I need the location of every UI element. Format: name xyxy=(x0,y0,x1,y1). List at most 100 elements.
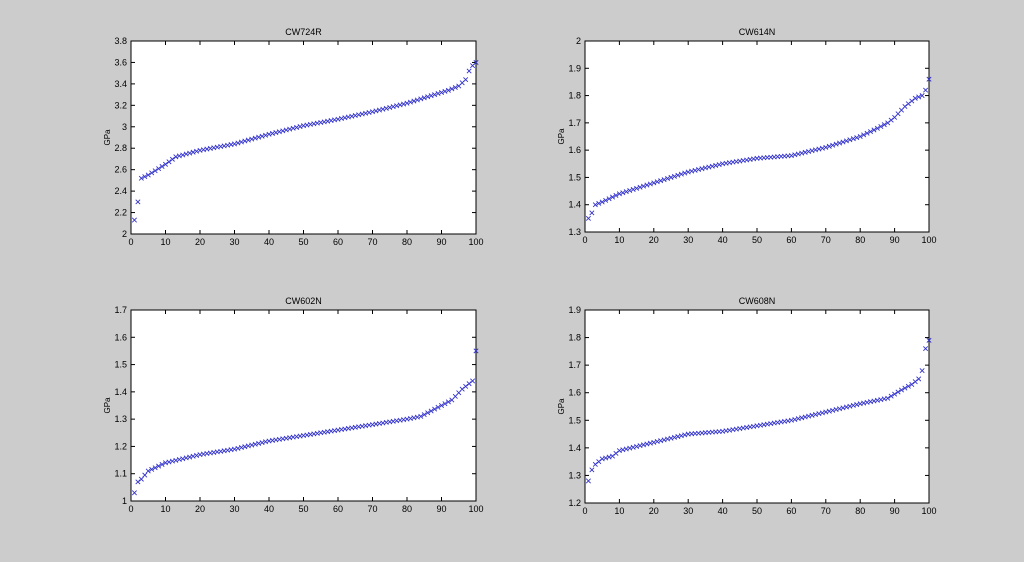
data-point xyxy=(912,95,918,101)
data-point xyxy=(235,140,241,146)
data-point xyxy=(463,383,469,389)
x-tick-label: 60 xyxy=(786,235,796,245)
y-tick-label: 1.7 xyxy=(568,360,581,370)
data-point xyxy=(404,100,410,106)
data-point xyxy=(242,138,248,144)
subplot-0: 0 10 20 30 40 50 60 70 80 90 100 2 2.2 2.4 2.6 2.8 3 3.2 3… xyxy=(103,27,484,247)
data-point xyxy=(245,137,251,143)
y-tick-label: 3.2 xyxy=(114,100,127,110)
data-point xyxy=(138,476,144,482)
data-point xyxy=(152,465,158,471)
x-tick-label: 70 xyxy=(367,237,377,247)
chart-title: CW614N xyxy=(739,27,776,37)
chart-title: CW608N xyxy=(739,296,776,306)
data-point xyxy=(644,182,650,188)
y-axis-label: GPa xyxy=(557,398,566,415)
data-point xyxy=(135,199,141,205)
data-point xyxy=(149,170,155,176)
x-tick-label: 50 xyxy=(752,506,762,516)
data-point xyxy=(833,141,839,147)
plot-area xyxy=(130,309,477,502)
y-tick-label: 2 xyxy=(122,229,127,239)
data-point xyxy=(138,175,144,181)
data-point xyxy=(616,191,622,197)
data-point xyxy=(131,217,137,223)
data-point xyxy=(473,348,479,354)
x-tick-label: 0 xyxy=(582,506,587,516)
data-point xyxy=(923,87,929,93)
data-point xyxy=(902,385,908,391)
x-tick-label: 10 xyxy=(160,237,170,247)
y-axis-label: GPa xyxy=(103,397,112,414)
x-tick-label: 70 xyxy=(821,506,831,516)
y-tick-label: 1.3 xyxy=(568,227,581,237)
y-tick-label: 3 xyxy=(122,122,127,132)
x-tick-label: 30 xyxy=(683,235,693,245)
y-tick-label: 2 xyxy=(576,36,581,46)
x-tick-label: 90 xyxy=(436,504,446,514)
data-point xyxy=(671,173,677,179)
x-tick-label: 60 xyxy=(333,237,343,247)
x-tick-label: 0 xyxy=(128,237,133,247)
data-point xyxy=(892,391,898,397)
x-tick-label: 30 xyxy=(229,237,239,247)
plot-area xyxy=(584,309,930,504)
data-point xyxy=(425,94,431,100)
data-point xyxy=(840,139,846,145)
data-point xyxy=(909,381,915,387)
x-tick-label: 100 xyxy=(921,235,936,245)
data-point xyxy=(857,133,863,140)
x-tick-label: 80 xyxy=(402,237,412,247)
data-point xyxy=(432,92,438,98)
y-tick-label: 1.4 xyxy=(114,387,127,397)
data-point xyxy=(888,393,894,399)
data-point xyxy=(926,337,932,343)
data-point xyxy=(678,171,684,177)
data-point xyxy=(647,181,653,187)
plot-area xyxy=(130,40,477,235)
data-point xyxy=(159,163,165,169)
x-tick-label: 40 xyxy=(264,237,274,247)
x-tick-label: 20 xyxy=(649,235,659,245)
data-point xyxy=(823,144,829,150)
data-point xyxy=(654,179,660,185)
y-tick-label: 2.2 xyxy=(114,208,127,218)
data-point xyxy=(613,450,619,456)
chart-title: CW602N xyxy=(285,296,322,306)
data-point xyxy=(438,402,445,409)
data-point xyxy=(231,141,238,147)
x-tick-label: 10 xyxy=(614,235,624,245)
data-point xyxy=(159,461,165,467)
data-point xyxy=(421,95,427,101)
y-tick-label: 1.7 xyxy=(568,118,581,128)
x-tick-label: 100 xyxy=(468,504,483,514)
data-point xyxy=(606,196,612,202)
data-point xyxy=(610,194,616,200)
x-tick-label: 100 xyxy=(468,237,483,247)
data-point xyxy=(592,461,598,467)
x-tick-label: 40 xyxy=(718,506,728,516)
data-point xyxy=(407,99,413,105)
data-point xyxy=(847,137,853,143)
x-tick-label: 60 xyxy=(333,504,343,514)
data-point xyxy=(445,87,451,93)
x-tick-label: 80 xyxy=(855,235,865,245)
data-point xyxy=(837,140,843,146)
data-point xyxy=(885,395,891,401)
x-tick-label: 100 xyxy=(921,506,936,516)
x-tick-label: 30 xyxy=(229,504,239,514)
data-point xyxy=(466,381,472,387)
data-point xyxy=(435,91,441,97)
data-point xyxy=(256,134,262,140)
data-point xyxy=(878,123,884,130)
data-point xyxy=(585,478,591,484)
data-point xyxy=(640,183,646,189)
data-point xyxy=(445,399,451,405)
data-point xyxy=(596,200,602,206)
x-tick-label: 70 xyxy=(367,504,377,514)
subplot-3: 0 10 20 30 40 50 60 70 80 90 100 1.2 1.3 1.4 1.5 1.6 1.7… xyxy=(557,296,937,516)
y-tick-label: 1.7 xyxy=(114,305,127,315)
data-point xyxy=(850,136,856,142)
data-point xyxy=(238,139,244,145)
